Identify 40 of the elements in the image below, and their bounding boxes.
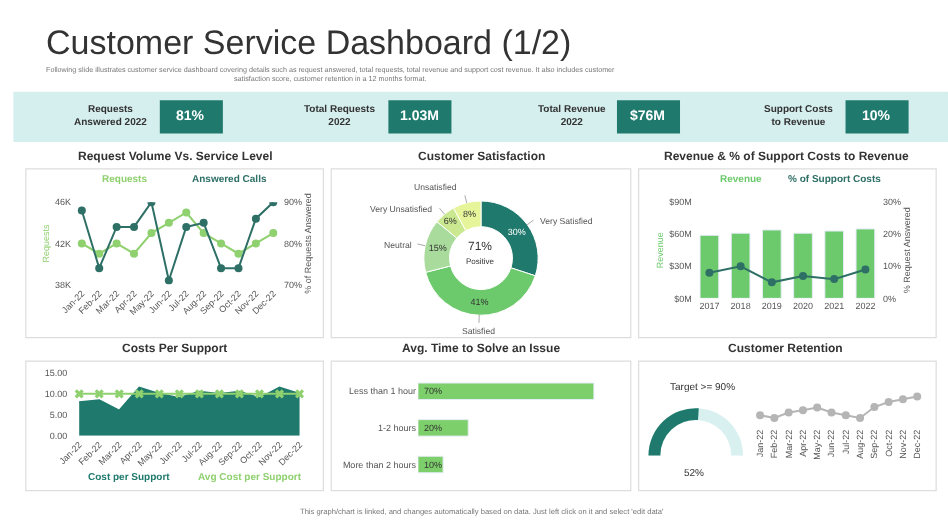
point bbox=[182, 222, 191, 231]
point bbox=[861, 265, 870, 274]
point bbox=[799, 271, 808, 280]
point bbox=[798, 406, 807, 415]
point bbox=[164, 218, 173, 227]
point bbox=[705, 268, 714, 277]
point bbox=[130, 249, 139, 258]
point bbox=[767, 278, 776, 287]
point bbox=[234, 264, 243, 273]
point bbox=[898, 395, 907, 404]
point bbox=[269, 229, 278, 238]
point bbox=[856, 414, 865, 423]
point bbox=[77, 206, 86, 215]
point bbox=[77, 239, 86, 248]
point bbox=[95, 249, 104, 258]
point bbox=[182, 208, 191, 217]
point bbox=[95, 264, 104, 273]
point bbox=[130, 222, 139, 231]
point bbox=[830, 275, 839, 284]
point bbox=[164, 276, 173, 285]
point bbox=[870, 403, 879, 412]
text: Customer Service Dashboard (1/2) bbox=[46, 24, 572, 62]
point bbox=[841, 411, 850, 420]
point bbox=[217, 264, 226, 273]
point bbox=[112, 239, 121, 248]
point bbox=[251, 239, 260, 248]
point bbox=[913, 392, 922, 401]
point bbox=[827, 408, 836, 417]
point bbox=[884, 398, 893, 407]
point bbox=[756, 411, 765, 420]
point bbox=[813, 403, 822, 412]
point bbox=[736, 262, 745, 271]
point bbox=[784, 408, 793, 417]
point bbox=[770, 414, 779, 423]
point bbox=[147, 229, 156, 238]
point bbox=[199, 218, 208, 227]
point bbox=[112, 222, 121, 231]
point bbox=[217, 239, 226, 248]
point bbox=[234, 249, 243, 258]
point bbox=[251, 214, 260, 223]
